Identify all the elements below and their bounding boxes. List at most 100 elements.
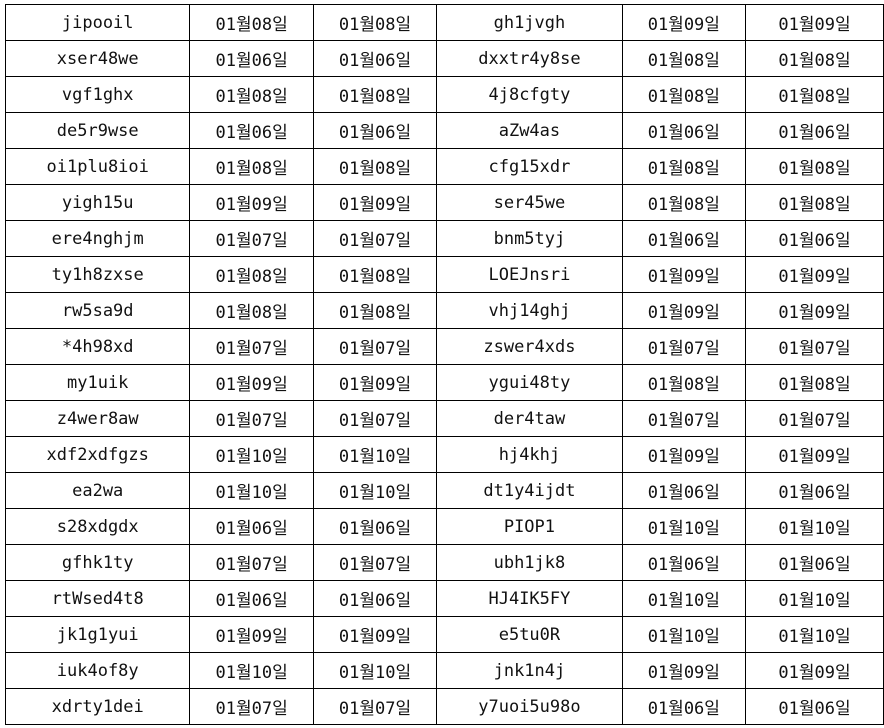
date-cell[interactable]: 01월06일 [189, 112, 314, 149]
date-cell[interactable]: 01월10일 [621, 580, 747, 617]
date-cell[interactable]: 01월10일 [745, 508, 884, 545]
code-cell[interactable]: jnk1n4j [436, 652, 623, 689]
date-cell[interactable]: 01월06일 [621, 688, 747, 725]
code-cell[interactable]: xdf2xdfgzs [4, 436, 191, 473]
date-cell[interactable]: 01월07일 [312, 220, 438, 257]
code-cell[interactable]: ygui48ty [436, 364, 623, 401]
date-cell[interactable]: 01월07일 [621, 328, 747, 365]
date-cell[interactable]: 01월07일 [189, 544, 314, 581]
code-cell[interactable]: PIOP1 [436, 508, 623, 545]
date-cell[interactable]: 01월10일 [189, 472, 314, 509]
code-cell[interactable]: gh1jvgh [436, 4, 623, 41]
code-cell[interactable]: vhj14ghj [436, 292, 623, 329]
date-cell[interactable]: 01월10일 [312, 436, 438, 473]
date-cell[interactable]: 01월06일 [189, 508, 314, 545]
date-cell[interactable]: 01월10일 [312, 472, 438, 509]
code-cell[interactable]: der4taw [436, 400, 623, 437]
date-cell[interactable]: 01월07일 [745, 328, 884, 365]
date-cell[interactable]: 01월06일 [312, 508, 438, 545]
code-cell[interactable]: xdrty1dei [4, 688, 191, 725]
code-cell[interactable]: jk1g1yui [4, 616, 191, 653]
date-cell[interactable]: 01월08일 [745, 184, 884, 221]
date-cell[interactable]: 01월09일 [621, 436, 747, 473]
code-cell[interactable]: dxxtr4y8se [436, 40, 623, 77]
date-cell[interactable]: 01월09일 [745, 256, 884, 293]
code-cell[interactable]: *4h98xd [4, 328, 191, 365]
code-cell[interactable]: iuk4of8y [4, 652, 191, 689]
date-cell[interactable]: 01월08일 [312, 76, 438, 113]
code-cell[interactable]: ty1h8zxse [4, 256, 191, 293]
code-cell[interactable]: e5tu0R [436, 616, 623, 653]
code-cell[interactable]: dt1y4ijdt [436, 472, 623, 509]
date-cell[interactable]: 01월08일 [312, 148, 438, 185]
code-cell[interactable]: ser45we [436, 184, 623, 221]
date-cell[interactable]: 01월08일 [745, 40, 884, 77]
date-cell[interactable]: 01월09일 [189, 616, 314, 653]
date-cell[interactable]: 01월08일 [189, 148, 314, 185]
date-cell[interactable]: 01월10일 [745, 580, 884, 617]
date-cell[interactable]: 01월07일 [189, 220, 314, 257]
date-cell[interactable]: 01월10일 [189, 652, 314, 689]
date-cell[interactable]: 01월06일 [189, 40, 314, 77]
date-cell[interactable]: 01월08일 [189, 4, 314, 41]
code-cell[interactable]: ere4nghjm [4, 220, 191, 257]
date-cell[interactable]: 01월07일 [189, 688, 314, 725]
date-cell[interactable]: 01월06일 [621, 220, 747, 257]
date-cell[interactable]: 01월06일 [745, 112, 884, 149]
date-cell[interactable]: 01월08일 [745, 148, 884, 185]
date-cell[interactable]: 01월08일 [621, 184, 747, 221]
code-cell[interactable]: s28xdgdx [4, 508, 191, 545]
date-cell[interactable]: 01월08일 [189, 256, 314, 293]
date-cell[interactable]: 01월06일 [312, 40, 438, 77]
date-cell[interactable]: 01월09일 [745, 4, 884, 41]
date-cell[interactable]: 01월07일 [189, 400, 314, 437]
date-cell[interactable]: 01월09일 [189, 184, 314, 221]
date-cell[interactable]: 01월06일 [745, 688, 884, 725]
code-cell[interactable]: jipooil [4, 4, 191, 41]
date-cell[interactable]: 01월08일 [621, 364, 747, 401]
date-cell[interactable]: 01월07일 [312, 544, 438, 581]
code-cell[interactable]: rtWsed4t8 [4, 580, 191, 617]
code-cell[interactable]: bnm5tyj [436, 220, 623, 257]
date-cell[interactable]: 01월08일 [745, 364, 884, 401]
date-cell[interactable]: 01월09일 [621, 256, 747, 293]
date-cell[interactable]: 01월06일 [745, 544, 884, 581]
date-cell[interactable]: 01월06일 [621, 544, 747, 581]
code-cell[interactable]: xser48we [4, 40, 191, 77]
date-cell[interactable]: 01월08일 [312, 4, 438, 41]
date-cell[interactable]: 01월06일 [621, 472, 747, 509]
date-cell[interactable]: 01월08일 [621, 76, 747, 113]
code-cell[interactable]: vgf1ghx [4, 76, 191, 113]
code-cell[interactable]: z4wer8aw [4, 400, 191, 437]
date-cell[interactable]: 01월10일 [621, 616, 747, 653]
date-cell[interactable]: 01월08일 [621, 148, 747, 185]
date-cell[interactable]: 01월09일 [312, 364, 438, 401]
date-cell[interactable]: 01월08일 [621, 40, 747, 77]
date-cell[interactable]: 01월06일 [189, 580, 314, 617]
code-cell[interactable]: gfhk1ty [4, 544, 191, 581]
code-cell[interactable]: 4j8cfgty [436, 76, 623, 113]
code-cell[interactable]: hj4khj [436, 436, 623, 473]
date-cell[interactable]: 01월08일 [189, 292, 314, 329]
date-cell[interactable]: 01월09일 [312, 184, 438, 221]
date-cell[interactable]: 01월07일 [745, 400, 884, 437]
code-cell[interactable]: rw5sa9d [4, 292, 191, 329]
date-cell[interactable]: 01월06일 [312, 112, 438, 149]
date-cell[interactable]: 01월07일 [312, 688, 438, 725]
code-cell[interactable]: LOEJnsri [436, 256, 623, 293]
date-cell[interactable]: 01월09일 [621, 292, 747, 329]
date-cell[interactable]: 01월06일 [621, 112, 747, 149]
date-cell[interactable]: 01월06일 [745, 472, 884, 509]
date-cell[interactable]: 01월09일 [745, 652, 884, 689]
date-cell[interactable]: 01월07일 [621, 400, 747, 437]
date-cell[interactable]: 01월10일 [621, 508, 747, 545]
date-cell[interactable]: 01월09일 [189, 364, 314, 401]
date-cell[interactable]: 01월08일 [312, 292, 438, 329]
date-cell[interactable]: 01월07일 [189, 328, 314, 365]
date-cell[interactable]: 01월08일 [189, 76, 314, 113]
date-cell[interactable]: 01월10일 [312, 652, 438, 689]
date-cell[interactable]: 01월08일 [312, 256, 438, 293]
code-cell[interactable]: ea2wa [4, 472, 191, 509]
date-cell[interactable]: 01월07일 [312, 400, 438, 437]
code-cell[interactable]: HJ4IK5FY [436, 580, 623, 617]
